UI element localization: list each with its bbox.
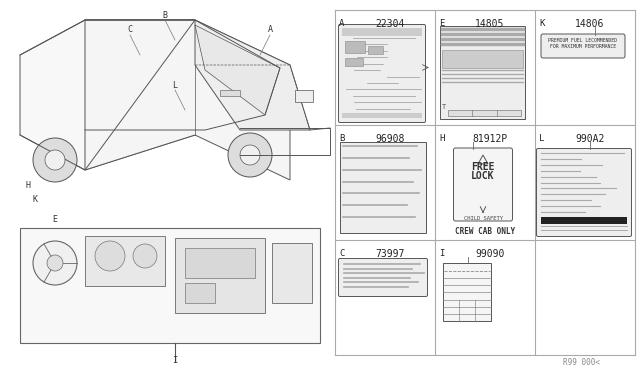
- Text: H: H: [439, 134, 444, 143]
- Text: T: T: [442, 104, 446, 110]
- Bar: [342, 28, 422, 36]
- FancyBboxPatch shape: [454, 148, 513, 221]
- Bar: [220, 90, 240, 96]
- Bar: [345, 41, 365, 53]
- Text: L: L: [173, 80, 177, 90]
- Text: CREW CAB ONLY: CREW CAB ONLY: [455, 227, 515, 236]
- Circle shape: [45, 150, 65, 170]
- Bar: [448, 110, 521, 116]
- Text: C: C: [339, 249, 344, 258]
- Text: K: K: [33, 196, 38, 205]
- Bar: [295, 90, 313, 102]
- Text: 99090: 99090: [476, 249, 505, 259]
- Text: 96908: 96908: [375, 134, 404, 144]
- Bar: [20, 228, 320, 343]
- Text: B: B: [163, 10, 168, 19]
- Text: I: I: [172, 356, 178, 365]
- Text: C: C: [127, 26, 132, 35]
- Polygon shape: [195, 25, 280, 115]
- Circle shape: [240, 145, 260, 165]
- Text: CHILD SAFETY: CHILD SAFETY: [463, 216, 502, 221]
- Bar: [440, 26, 525, 119]
- Bar: [85, 236, 165, 286]
- Text: 14805: 14805: [476, 19, 505, 29]
- Text: PREMIUM FUEL LECOMMENDED: PREMIUM FUEL LECOMMENDED: [548, 38, 618, 43]
- Circle shape: [133, 244, 157, 268]
- FancyBboxPatch shape: [339, 259, 428, 296]
- Bar: [442, 50, 523, 68]
- Circle shape: [95, 241, 125, 271]
- Text: A: A: [339, 19, 344, 28]
- Text: R99 000<: R99 000<: [563, 358, 600, 367]
- Circle shape: [33, 241, 77, 285]
- Text: L: L: [539, 134, 545, 143]
- Text: 73997: 73997: [375, 249, 404, 259]
- Bar: [443, 263, 491, 321]
- Bar: [185, 248, 255, 278]
- Circle shape: [228, 133, 272, 177]
- Circle shape: [33, 138, 77, 182]
- Text: FREE: FREE: [471, 162, 495, 172]
- Bar: [368, 46, 383, 54]
- Text: H: H: [26, 180, 31, 189]
- Polygon shape: [85, 20, 290, 180]
- FancyBboxPatch shape: [536, 148, 632, 237]
- Text: LOCK: LOCK: [471, 171, 495, 181]
- Text: B: B: [339, 134, 344, 143]
- Circle shape: [47, 255, 63, 271]
- Text: I: I: [439, 249, 444, 258]
- Bar: [345, 58, 363, 66]
- Text: FOR MAXIMUM PERFORMANCE: FOR MAXIMUM PERFORMANCE: [550, 44, 616, 49]
- Text: 81912P: 81912P: [472, 134, 508, 144]
- Text: A: A: [268, 26, 273, 35]
- Bar: [272, 243, 312, 303]
- FancyBboxPatch shape: [339, 25, 426, 122]
- Text: 22304: 22304: [375, 19, 404, 29]
- Polygon shape: [20, 20, 195, 170]
- Polygon shape: [195, 20, 310, 130]
- Text: K: K: [539, 19, 545, 28]
- FancyBboxPatch shape: [541, 34, 625, 58]
- Text: 990A2: 990A2: [575, 134, 605, 144]
- Bar: [175, 238, 265, 313]
- Text: E: E: [439, 19, 444, 28]
- Bar: [342, 113, 422, 118]
- Bar: [185, 283, 215, 303]
- Text: 14806: 14806: [575, 19, 605, 29]
- Bar: [340, 142, 426, 233]
- Bar: [541, 217, 627, 224]
- Text: E: E: [52, 215, 58, 224]
